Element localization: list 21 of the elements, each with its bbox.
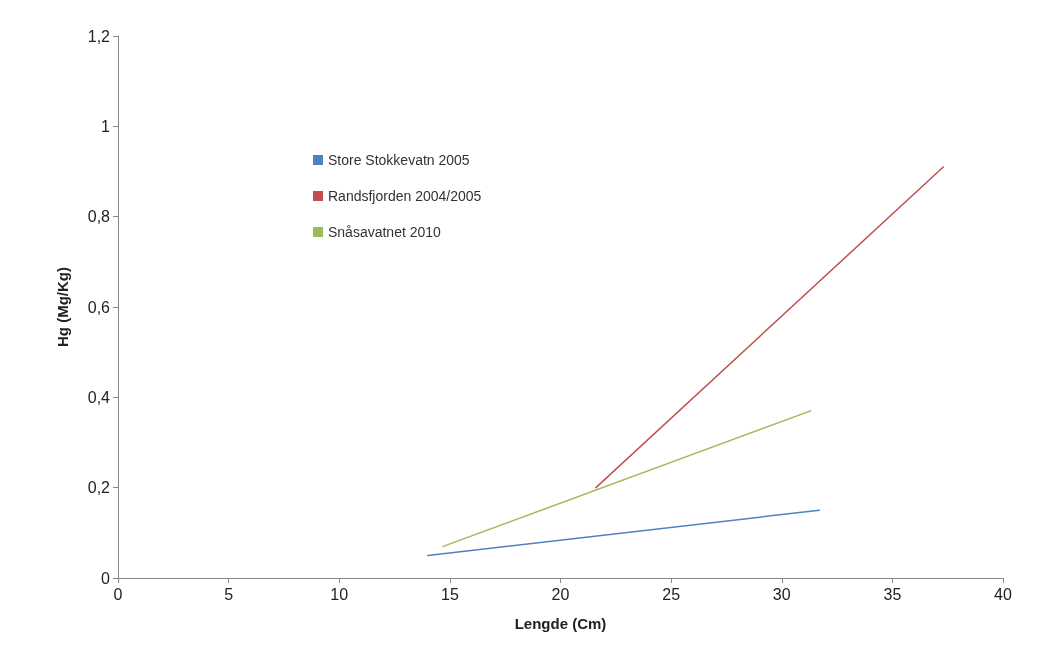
x-tick-label: 35: [883, 585, 902, 603]
x-tick-label: 0: [113, 585, 123, 603]
y-tick-label: 0,6: [87, 298, 111, 316]
y-tick-label: 1: [101, 117, 111, 135]
x-tick-label: 15: [440, 585, 459, 603]
x-tick-label: 5: [224, 585, 234, 603]
y-axis-title: Hg (Mg/Kg): [54, 267, 71, 347]
y-tick-label: 0,4: [87, 388, 111, 406]
y-tick-label: 0: [101, 569, 111, 587]
legend-label: Store Stokkevatn 2005: [328, 152, 470, 168]
x-tick-label: 10: [330, 585, 349, 603]
y-tick-label: 1,2: [87, 27, 111, 45]
legend-label: Snåsavatnet 2010: [328, 224, 442, 240]
legend-label: Randsfjorden 2004/2005: [328, 188, 482, 204]
y-tick-label: 0,2: [87, 479, 111, 497]
x-axis-title: Lengde (Cm): [514, 615, 607, 632]
y-tick-label: 0,8: [87, 208, 111, 226]
x-tick-label: 40: [994, 585, 1012, 603]
x-tick-label: 25: [662, 585, 681, 603]
x-tick-label: 30: [772, 585, 791, 603]
x-tick-label: 20: [551, 585, 570, 603]
